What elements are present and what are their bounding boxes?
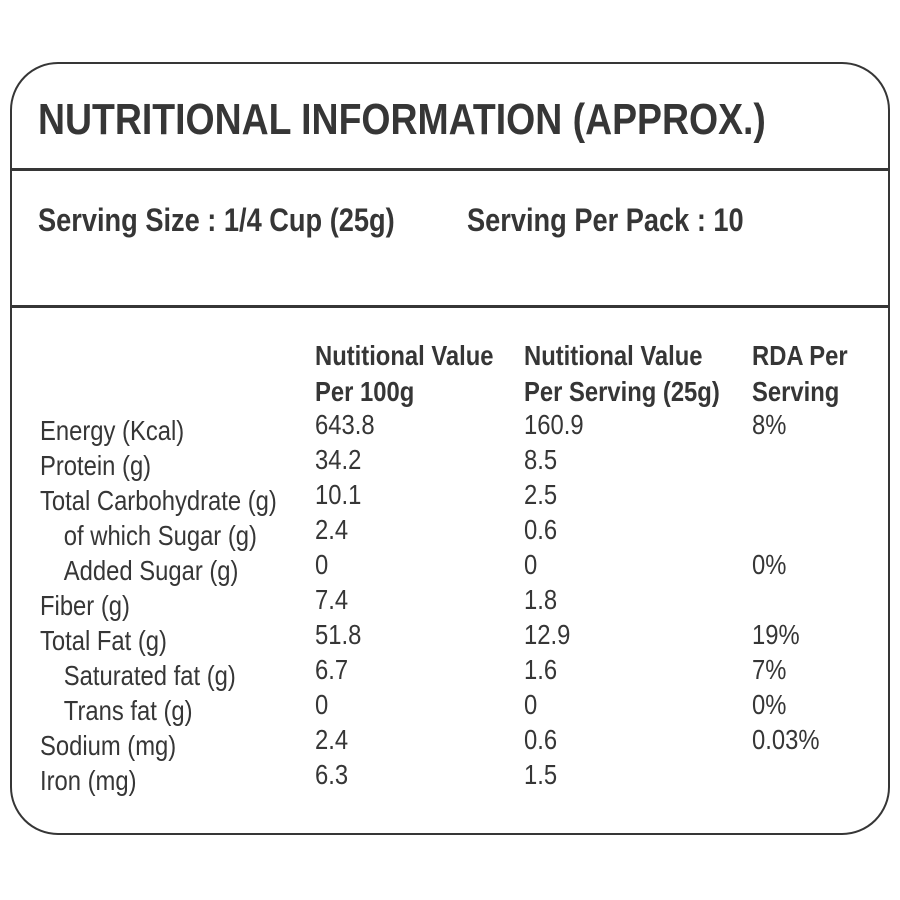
- value-per-100g: 10.1: [315, 479, 362, 510]
- nutrient-label: Iron (mg): [40, 765, 137, 796]
- value-rda: 0.03%: [752, 724, 820, 755]
- nutrient-label: Total Carbohydrate (g): [40, 485, 277, 516]
- value-per-100g: 6.7: [315, 654, 349, 685]
- serving-info: Serving Size : 1/4 Cup (25g) Serving Per…: [38, 198, 792, 242]
- nutrient-label: Protein (g): [40, 450, 152, 481]
- table-row-trans-fat: Trans fat (g) 0 0 0%: [12, 689, 888, 728]
- header-per-100g-line1: Nutitional Value: [315, 340, 494, 371]
- table-row-of-which-sugar: of which Sugar (g) 2.4 0.6: [12, 514, 888, 553]
- header-rda-line2: Serving: [752, 376, 840, 407]
- value-rda: 0%: [752, 689, 787, 720]
- value-per-serving: 0: [524, 549, 538, 580]
- value-per-100g: 6.3: [315, 759, 349, 790]
- nutrition-label-title: NUTRITIONAL INFORMATION (APPROX.): [38, 95, 766, 144]
- value-rda: 0%: [752, 549, 787, 580]
- value-per-100g: 34.2: [315, 444, 362, 475]
- table-row-energy: Energy (Kcal) 643.8 160.9 8%: [12, 409, 888, 448]
- value-rda: 8%: [752, 409, 787, 440]
- nutrition-label-box: NUTRITIONAL INFORMATION (APPROX.) Servin…: [10, 62, 890, 835]
- header-rda: RDA Per Serving: [752, 338, 888, 410]
- table-row-total-carbohydrate: Total Carbohydrate (g) 10.1 2.5: [12, 479, 888, 518]
- value-per-100g: 2.4: [315, 514, 349, 545]
- header-per-serving-line1: Nutitional Value: [524, 340, 703, 371]
- header-per-serving: Nutitional Value Per Serving (25g): [524, 338, 752, 410]
- table-row-protein: Protein (g) 34.2 8.5: [12, 444, 888, 483]
- nutrient-label: Trans fat (g): [63, 695, 193, 726]
- value-per-serving: 1.6: [524, 654, 558, 685]
- header-rda-line1: RDA Per: [752, 340, 848, 371]
- table-row-fiber: Fiber (g) 7.4 1.8: [12, 584, 888, 623]
- serving-per-pack-text: Serving Per Pack : 10: [466, 202, 744, 238]
- nutrient-label: of which Sugar (g): [63, 520, 257, 551]
- value-per-serving: 8.5: [524, 444, 558, 475]
- table-row-sodium: Sodium (mg) 2.4 0.6 0.03%: [12, 724, 888, 763]
- value-per-serving: 0: [524, 689, 538, 720]
- nutrient-label: Energy (Kcal): [40, 415, 185, 446]
- value-per-100g: 7.4: [315, 584, 349, 615]
- nutrient-label: Sodium (mg): [40, 730, 177, 761]
- value-per-100g: 51.8: [315, 619, 362, 650]
- serving-divider-line: [12, 305, 888, 308]
- value-per-100g: 0: [315, 549, 329, 580]
- nutrient-label: Saturated fat (g): [63, 660, 236, 691]
- header-per-serving-line2: Per Serving (25g): [524, 376, 720, 407]
- nutrition-table: Nutitional Value Per 100g Nutitional Val…: [12, 338, 888, 798]
- value-per-100g: 2.4: [315, 724, 349, 755]
- table-row-iron: Iron (mg) 6.3 1.5: [12, 759, 888, 798]
- header-per-100g: Nutitional Value Per 100g: [315, 338, 524, 410]
- value-per-serving: 12.9: [524, 619, 571, 650]
- nutrient-label: Added Sugar (g): [63, 555, 239, 586]
- header-per-100g-line2: Per 100g: [315, 376, 415, 407]
- value-rda: 19%: [752, 619, 800, 650]
- value-rda: 7%: [752, 654, 787, 685]
- title-divider-line: [12, 168, 888, 171]
- nutrient-label: Total Fat (g): [40, 625, 167, 656]
- value-per-100g: 643.8: [315, 409, 375, 440]
- nutrient-label: Fiber (g): [40, 590, 130, 621]
- value-per-serving: 160.9: [524, 409, 584, 440]
- value-per-serving: 1.8: [524, 584, 558, 615]
- value-per-serving: 1.5: [524, 759, 558, 790]
- table-row-added-sugar: Added Sugar (g) 0 0 0%: [12, 549, 888, 588]
- table-header-row: Nutitional Value Per 100g Nutitional Val…: [12, 338, 888, 410]
- table-row-total-fat: Total Fat (g) 51.8 12.9 19%: [12, 619, 888, 658]
- value-per-serving: 0.6: [524, 514, 558, 545]
- table-row-saturated-fat: Saturated fat (g) 6.7 1.6 7%: [12, 654, 888, 693]
- serving-size-text: Serving Size : 1/4 Cup (25g): [38, 202, 395, 238]
- value-per-serving: 2.5: [524, 479, 558, 510]
- value-per-serving: 0.6: [524, 724, 558, 755]
- value-per-100g: 0: [315, 689, 329, 720]
